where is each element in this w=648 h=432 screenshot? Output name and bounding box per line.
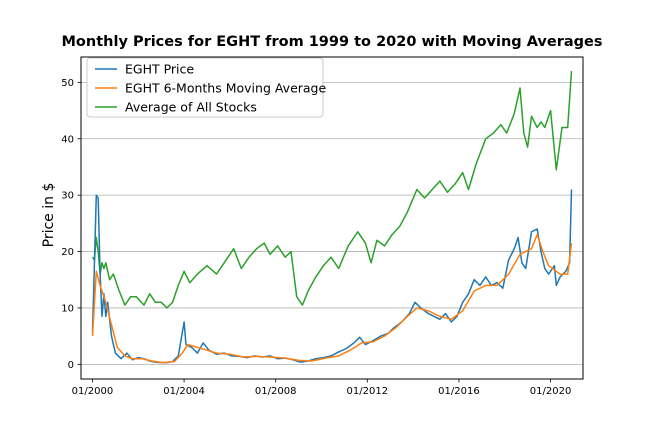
x-axis: 01/2000 01/2004 01/2008 01/2012 01/2016 01/20… — [72, 379, 572, 397]
legend-label: EGHT Price — [125, 62, 194, 77]
grid — [81, 81, 583, 365]
series-layer — [91, 71, 573, 364]
y-tick-label: 0 — [68, 360, 74, 371]
chart-title: Monthly Prices for EGHT from 1999 to 202… — [62, 34, 603, 50]
x-tick-label: 01/2016 — [438, 386, 480, 397]
x-tick-label: 01/2000 — [72, 386, 114, 397]
legend-label: Average of All Stocks — [125, 100, 257, 115]
y-tick-label: 50 — [61, 78, 74, 89]
y-tick-label: 20 — [61, 247, 74, 258]
legend-box — [86, 57, 324, 118]
legend: EGHT Price EGHT 6-Months Moving Average Av… — [86, 57, 326, 118]
plot-frame — [80, 56, 584, 380]
x-tick-label: 01/2008 — [255, 386, 297, 397]
series-line-eght-6-months-moving-average — [91, 233, 573, 364]
x-tick-label: 01/2004 — [163, 386, 205, 397]
y-axis: 0 10 20 30 40 50 — [61, 78, 81, 371]
series-line-average-of-all-stocks — [91, 71, 573, 309]
y-axis-label: Price in $ — [41, 183, 57, 248]
legend-label: EGHT 6-Months Moving Average — [125, 81, 326, 96]
y-tick-label: 30 — [61, 191, 74, 202]
y-tick-label: 10 — [61, 303, 74, 314]
x-tick-label: 01/2020 — [530, 386, 572, 397]
series-line-eght-price — [91, 189, 573, 364]
x-tick-label: 01/2012 — [347, 386, 389, 397]
y-tick-label: 40 — [61, 134, 74, 145]
